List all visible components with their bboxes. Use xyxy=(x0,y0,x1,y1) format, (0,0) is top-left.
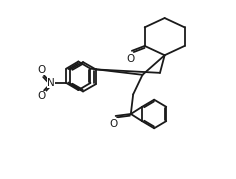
Text: O: O xyxy=(126,54,135,64)
Text: O: O xyxy=(38,64,46,74)
Text: O: O xyxy=(110,119,118,129)
Text: N: N xyxy=(47,78,55,88)
Text: O: O xyxy=(38,91,46,101)
